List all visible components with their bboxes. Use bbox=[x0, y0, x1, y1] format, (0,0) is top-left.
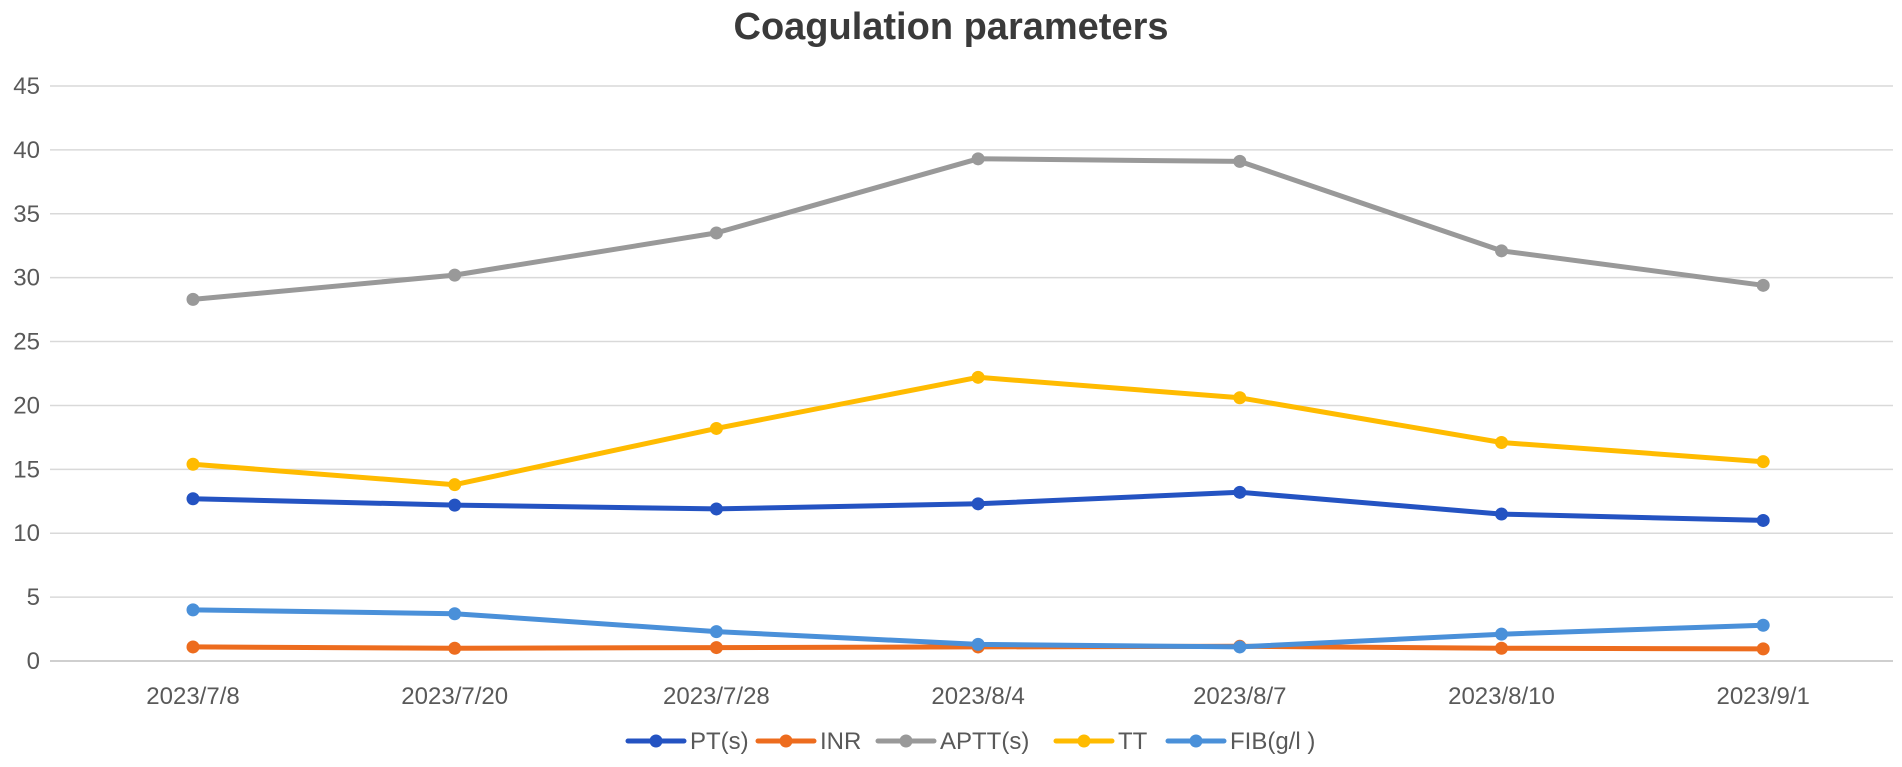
data-point-FIB(g/l )-1 bbox=[448, 607, 462, 621]
data-point-APTT(s)-4 bbox=[1233, 154, 1247, 168]
legend-swatch-marker bbox=[899, 734, 913, 748]
data-point-PT(s)-5 bbox=[1495, 507, 1508, 521]
y-tick-label-20: 20 bbox=[13, 392, 40, 419]
x-tick-label-5: 2023/8/10 bbox=[1448, 683, 1555, 710]
y-tick-label-15: 15 bbox=[13, 456, 40, 483]
y-tick-label-45: 45 bbox=[13, 73, 40, 100]
data-point-INR-5 bbox=[1495, 641, 1508, 655]
legend-item-TT: TT bbox=[1053, 728, 1148, 755]
data-point-APTT(s)-5 bbox=[1495, 244, 1508, 258]
legend-item-FIB(g/l ): FIB(g/l ) bbox=[1165, 728, 1315, 755]
data-point-APTT(s)-3 bbox=[971, 152, 985, 166]
legend-swatch-marker bbox=[649, 734, 663, 748]
y-tick-label-30: 30 bbox=[13, 265, 40, 292]
data-point-APTT(s)-6 bbox=[1756, 278, 1770, 292]
data-point-FIB(g/l )-0 bbox=[186, 603, 200, 617]
data-point-INR-2 bbox=[709, 641, 723, 655]
data-point-PT(s)-3 bbox=[971, 497, 985, 511]
data-point-APTT(s)-1 bbox=[448, 268, 462, 282]
x-tick-label-3: 2023/8/4 bbox=[931, 683, 1024, 710]
legend-label: INR bbox=[820, 728, 861, 755]
data-point-INR-6 bbox=[1756, 642, 1770, 656]
data-point-APTT(s)-0 bbox=[186, 292, 200, 306]
legend-label: FIB(g/l ) bbox=[1230, 728, 1315, 755]
legend-label: TT bbox=[1118, 728, 1148, 755]
legend-swatch-marker bbox=[1077, 734, 1091, 748]
data-point-INR-0 bbox=[186, 640, 200, 654]
data-point-PT(s)-1 bbox=[448, 498, 462, 512]
data-point-TT-4 bbox=[1233, 391, 1247, 405]
y-tick-label-25: 25 bbox=[13, 329, 40, 356]
legend-item-APTT(s): APTT(s) bbox=[875, 728, 1029, 755]
data-point-PT(s)-4 bbox=[1233, 485, 1247, 499]
data-point-PT(s)-6 bbox=[1756, 513, 1770, 527]
data-point-TT-3 bbox=[971, 370, 985, 384]
legend-swatch-marker bbox=[779, 734, 793, 748]
y-tick-label-10: 10 bbox=[13, 520, 40, 547]
data-point-FIB(g/l )-3 bbox=[971, 637, 985, 651]
y-tick-label-40: 40 bbox=[13, 137, 40, 164]
data-point-TT-6 bbox=[1756, 455, 1770, 469]
legend-label: APTT(s) bbox=[940, 728, 1029, 755]
data-point-PT(s)-2 bbox=[709, 502, 723, 516]
legend-item-INR: INR bbox=[755, 728, 861, 755]
data-point-TT-2 bbox=[709, 421, 723, 435]
data-point-FIB(g/l )-4 bbox=[1233, 640, 1247, 654]
x-tick-label-1: 2023/7/20 bbox=[401, 683, 508, 710]
legend-label: PT(s) bbox=[690, 728, 749, 755]
data-point-INR-1 bbox=[448, 641, 462, 655]
x-tick-label-4: 2023/8/7 bbox=[1193, 683, 1286, 710]
data-point-PT(s)-0 bbox=[186, 492, 200, 506]
data-point-TT-1 bbox=[448, 478, 462, 492]
y-tick-label-0: 0 bbox=[27, 648, 40, 675]
data-point-TT-5 bbox=[1495, 436, 1508, 449]
legend-swatch-marker bbox=[1189, 734, 1203, 748]
chart-title: Coagulation parameters bbox=[733, 6, 1169, 48]
legend-item-PT(s): PT(s) bbox=[625, 728, 749, 755]
x-tick-label-6: 2023/9/1 bbox=[1716, 683, 1809, 710]
data-point-FIB(g/l )-5 bbox=[1495, 627, 1508, 641]
x-tick-label-0: 2023/7/8 bbox=[146, 683, 239, 710]
data-point-FIB(g/l )-2 bbox=[709, 625, 723, 639]
y-tick-label-35: 35 bbox=[13, 201, 40, 228]
data-point-TT-0 bbox=[186, 457, 200, 471]
data-point-FIB(g/l )-6 bbox=[1756, 618, 1770, 632]
data-point-APTT(s)-2 bbox=[709, 226, 723, 240]
x-tick-label-2: 2023/7/28 bbox=[663, 683, 770, 710]
y-tick-label-5: 5 bbox=[27, 584, 40, 611]
